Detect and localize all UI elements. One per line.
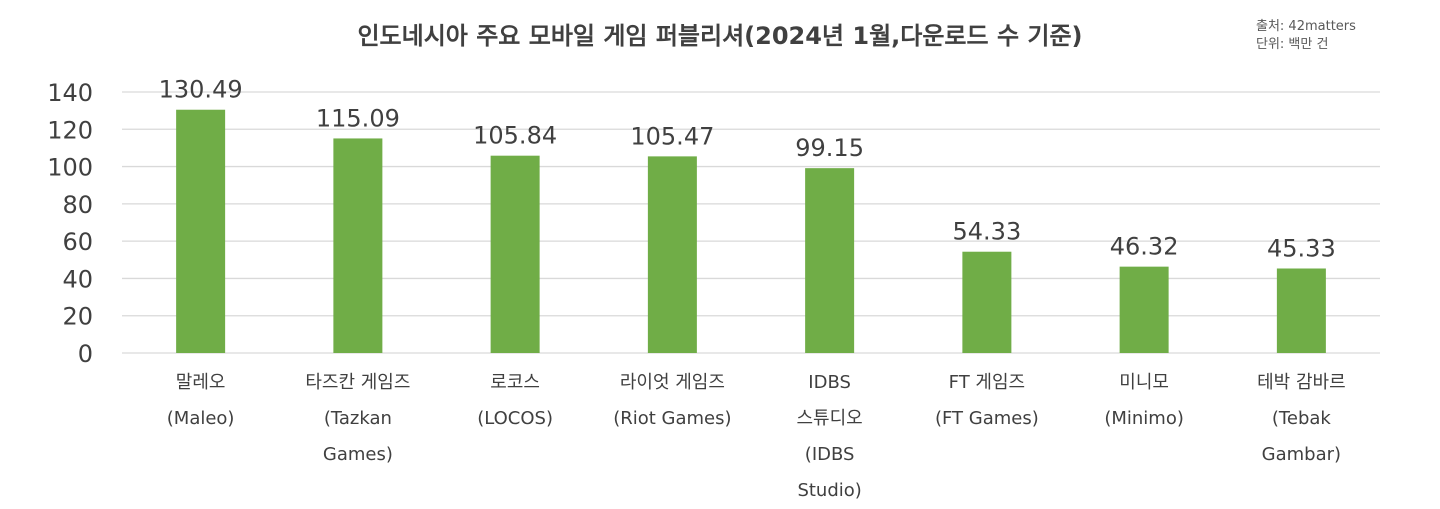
x-tick-label: 로코스 (LOCOS) bbox=[440, 365, 590, 437]
chart-title: 인도네시아 주요 모바일 게임 퍼블리셔(2024년 1월,다운로드 수 기준) bbox=[357, 22, 1083, 50]
x-tick-label-line: 말레오 bbox=[175, 372, 226, 393]
x-tick-label-line: 로코스 bbox=[490, 372, 540, 393]
x-tick-label-line: (FT Games) bbox=[934, 408, 1039, 429]
x-tick-label-line: (Minimo) bbox=[1104, 408, 1184, 429]
bar bbox=[805, 168, 855, 353]
x-tick-label-line: IDBS bbox=[808, 372, 851, 393]
bar bbox=[333, 138, 383, 353]
data-label: 99.15 bbox=[795, 134, 864, 162]
x-tick-label-line: 미니모 bbox=[1119, 372, 1169, 393]
x-tick-label-line: 테박 감바르 bbox=[1257, 372, 1346, 393]
source-note: 출처: 42matters 단위: 백만 건 bbox=[1256, 18, 1356, 54]
x-tick-label-line: 라이엇 게임즈 bbox=[619, 372, 725, 393]
bar bbox=[647, 156, 697, 353]
x-tick-label: 미니모 (Minimo) bbox=[1069, 365, 1219, 437]
y-tick-label: 80 bbox=[62, 191, 93, 219]
x-tick-label-line: Games) bbox=[322, 444, 393, 465]
x-tick-label-line: 스튜디오 bbox=[796, 408, 863, 429]
data-label: 46.32 bbox=[1110, 233, 1179, 261]
x-tick-label-line: FT 게임즈 bbox=[948, 372, 1026, 393]
x-tick-label-line: Studio) bbox=[797, 480, 862, 501]
bar bbox=[176, 109, 226, 353]
x-tick-label-line: 타즈칸 게임즈 bbox=[305, 372, 411, 393]
x-tick-label: 말레오 (Maleo) bbox=[126, 365, 276, 437]
x-tick-label: 라이엇 게임즈 (Riot Games) bbox=[597, 365, 747, 437]
x-tick-label: 테박 감바르 (Tebak Gambar) bbox=[1226, 365, 1376, 473]
y-tick-label: 40 bbox=[62, 265, 93, 293]
x-tick-label-line: Gambar) bbox=[1261, 444, 1342, 465]
x-tick-label: FT 게임즈 (FT Games) bbox=[912, 365, 1062, 437]
data-label: 54.33 bbox=[953, 218, 1022, 246]
bar bbox=[1276, 268, 1326, 353]
bar bbox=[1119, 266, 1169, 353]
x-tick-label: IDBS 스튜디오 (IDBS Studio) bbox=[755, 365, 905, 509]
y-tick-label: 140 bbox=[47, 79, 93, 107]
x-tick-label-line: (LOCOS) bbox=[477, 408, 553, 429]
y-tick-label: 20 bbox=[62, 303, 93, 331]
x-tick-label-line: (IDBS bbox=[804, 444, 855, 465]
data-label: 105.84 bbox=[473, 122, 557, 150]
x-tick-label-line: (Tazkan bbox=[323, 408, 392, 429]
y-tick-label: 100 bbox=[47, 154, 93, 182]
source-line: 출처: 42matters bbox=[1256, 19, 1356, 34]
data-label: 130.49 bbox=[159, 76, 243, 104]
bar bbox=[962, 251, 1012, 353]
y-tick-label: 60 bbox=[62, 228, 93, 256]
y-tick-label: 0 bbox=[78, 340, 93, 368]
x-tick-label-line: (Maleo) bbox=[166, 408, 235, 429]
y-tick-label: 120 bbox=[47, 116, 93, 144]
x-tick-label-line: (Riot Games) bbox=[613, 408, 732, 429]
data-label: 115.09 bbox=[316, 104, 400, 132]
unit-line: 단위: 백만 건 bbox=[1256, 37, 1329, 52]
data-label: 105.47 bbox=[630, 122, 714, 150]
bar bbox=[490, 155, 540, 353]
data-label: 45.33 bbox=[1267, 234, 1336, 262]
x-tick-label-line: (Tebak bbox=[1271, 408, 1331, 429]
x-tick-label: 타즈칸 게임즈 (Tazkan Games) bbox=[283, 365, 433, 473]
